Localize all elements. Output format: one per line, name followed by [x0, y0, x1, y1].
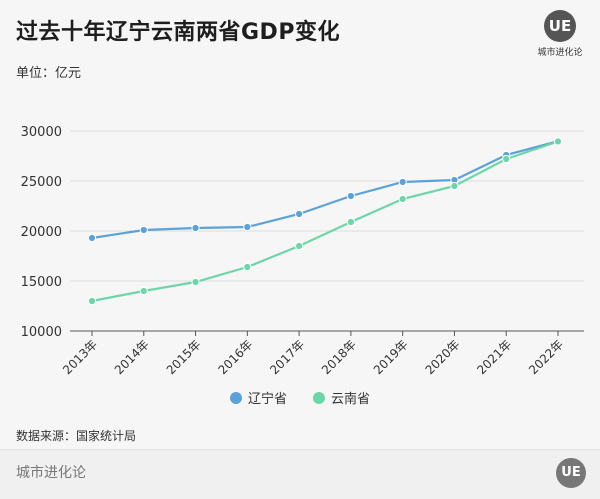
data-point-yunnan[interactable] [502, 154, 511, 164]
brand-logo: UE 城市进化论 [534, 10, 586, 66]
chart-title: 过去十年辽宁云南两省GDP变化 [16, 20, 340, 45]
x-tick-label: 2022年 [526, 337, 566, 377]
legend-label-liaoning: 辽宁省 [247, 392, 287, 407]
data-point-yunnan[interactable] [450, 181, 459, 191]
series [87, 137, 563, 306]
y-tick-label: 15000 [21, 275, 62, 290]
data-point-yunnan[interactable] [243, 262, 252, 272]
data-point-liaoning[interactable] [139, 225, 148, 235]
footer-ue-logo-icon: UE [556, 458, 586, 488]
brand-logo-text: 城市进化论 [537, 48, 583, 58]
data-point-liaoning[interactable] [295, 209, 304, 219]
x-tick-label: 2019年 [371, 337, 411, 377]
legend-dot-yunnan [313, 391, 325, 404]
data-point-liaoning[interactable] [191, 223, 200, 233]
unit-label: 单位：亿元 [16, 66, 82, 81]
x-tick-label: 2018年 [319, 337, 359, 377]
x-tick-label: 2017年 [267, 337, 307, 377]
y-tick-label: 20000 [21, 225, 62, 240]
y-tick-label: 25000 [21, 175, 62, 190]
data-point-yunnan[interactable] [398, 194, 407, 204]
y-tick-label: 10000 [21, 325, 62, 340]
axes: 10000 15000 20000 25000 30000 2013年 2014年 2015年… [21, 125, 566, 377]
legend: 辽宁省 云南省 [0, 388, 600, 407]
x-tick-label: 2015年 [164, 337, 204, 377]
grid-lines [70, 130, 584, 332]
legend-label-yunnan: 云南省 [331, 392, 371, 407]
data-point-yunnan[interactable] [553, 137, 563, 146]
data-point-yunnan[interactable] [87, 296, 97, 306]
data-point-liaoning[interactable] [346, 191, 355, 201]
x-tick-label: 2016年 [215, 337, 255, 377]
ue-logo-icon: UE [544, 10, 576, 42]
data-point-yunnan[interactable] [191, 277, 200, 287]
x-tick-label: 2013年 [60, 337, 100, 377]
data-source: 数据来源：国家统计局 [16, 429, 137, 443]
legend-item-liaoning[interactable]: 辽宁省 [229, 388, 287, 407]
legend-item-yunnan[interactable]: 云南省 [313, 388, 370, 407]
footer-divider [0, 449, 600, 450]
footer-brand: 城市进化论 [16, 465, 86, 481]
series-line-yunnan [91, 140, 559, 303]
y-tick-label: 30000 [21, 125, 62, 140]
data-point-yunnan[interactable] [295, 241, 304, 251]
x-tick-label: 2021年 [474, 337, 514, 377]
legend-dot-liaoning [229, 391, 242, 404]
data-point-yunnan[interactable] [139, 286, 148, 296]
data-point-yunnan[interactable] [346, 217, 355, 227]
data-point-liaoning[interactable] [87, 233, 97, 243]
x-tick-label: 2014年 [112, 337, 152, 377]
data-point-liaoning[interactable] [398, 177, 407, 187]
gdp-line-chart: 10000 15000 20000 25000 30000 2013年 2014年 2015年… [21, 125, 584, 377]
footer: 城市进化论 UE [0, 450, 600, 499]
x-tick-label: 2020年 [423, 337, 463, 377]
data-point-liaoning[interactable] [243, 222, 252, 232]
series-line-liaoning [91, 140, 559, 240]
